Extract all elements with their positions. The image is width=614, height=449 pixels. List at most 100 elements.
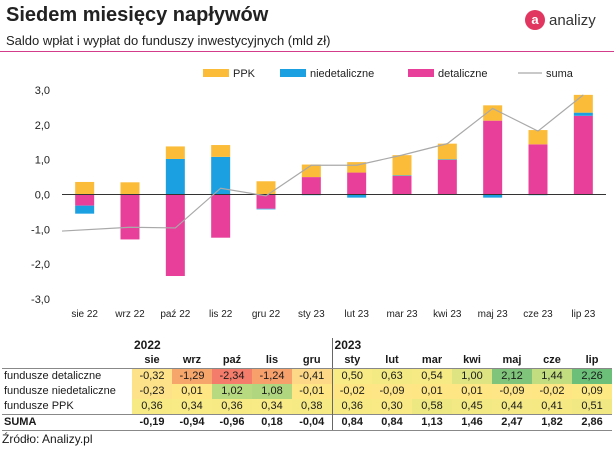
x-tick-label: cze 23 [523, 309, 553, 320]
bar-detaliczne-10 [528, 144, 548, 195]
sum-cell: 1,46 [452, 414, 493, 431]
x-tick-label: maj 23 [478, 309, 508, 320]
bar-detaliczne-9 [483, 120, 503, 195]
table-cell: 0,09 [572, 384, 613, 399]
header-divider [0, 51, 614, 52]
table-cell: -0,02 [532, 384, 573, 399]
y-tick-label: 3,0 [35, 85, 50, 97]
table-cell: 0,34 [252, 399, 292, 415]
table-cell: -2,34 [212, 368, 252, 384]
table-cell: 0,44 [492, 399, 533, 415]
bar-niedetaliczne-7 [392, 175, 412, 176]
y-tick-label: 1,0 [35, 155, 50, 167]
bar-niedetaliczne-0 [75, 205, 95, 214]
table-cell: 1,00 [452, 368, 493, 384]
sum-cell: 1,82 [532, 414, 573, 431]
x-tick-label: mar 23 [386, 309, 418, 320]
table-cell: 1,02 [212, 384, 252, 399]
bar-PPK-8 [437, 143, 457, 160]
table-cell: 0,01 [172, 384, 212, 399]
table-row: fundusze niedetaliczne -0,23 0,01 1,02 1,08-… [2, 384, 613, 399]
table-row: fundusze PPK 0,36 0,34 0,36 0,34 0,38 0,36 0,30… [2, 399, 613, 415]
table-cell: 0,45 [452, 399, 493, 415]
bar-detaliczne-8 [437, 159, 457, 195]
legend-label-1: niedetaliczne [310, 68, 374, 80]
table-corner [2, 353, 132, 369]
row-label: fundusze PPK [4, 400, 74, 412]
month-header: lut [372, 353, 413, 369]
page-subtitle: Saldo wpłat i wypłat do funduszy inwesty… [6, 33, 331, 48]
month-header: mar [412, 353, 453, 369]
month-header: lip [572, 353, 613, 369]
year-label: 2022 [134, 338, 161, 352]
year-label: 2023 [331, 338, 613, 353]
bar-PPK-6 [347, 162, 367, 173]
x-tick-label: lut 23 [344, 309, 369, 320]
x-tick-label: lis 22 [209, 309, 233, 320]
table-corner [2, 338, 132, 353]
bar-detaliczne-11 [573, 115, 593, 195]
table-cell: -1,24 [252, 368, 292, 384]
table-cell: 2,26 [572, 368, 613, 384]
legend-swatch-2 [408, 69, 434, 77]
month-header: sty [331, 353, 373, 369]
table-cell: 1,08 [252, 384, 292, 399]
bar-PPK-2 [165, 146, 185, 159]
table-row: fundusze detaliczne -0,32 -1,29 -2,34 -1,24-… [2, 368, 613, 384]
sum-line [61, 94, 584, 232]
month-header: kwi [452, 353, 493, 369]
table-cell: -0,32 [132, 368, 172, 384]
bar-niedetaliczne-4 [256, 208, 276, 210]
table-cell: 0,36 [132, 399, 172, 415]
bar-detaliczne-0 [75, 194, 95, 206]
sum-cell: 0,84 [331, 414, 373, 431]
table-cell: 0,36 [331, 399, 373, 415]
x-tick-label: paź 22 [160, 309, 190, 320]
table-cell: 0,63 [372, 368, 413, 384]
table-cell: 0,01 [412, 384, 453, 399]
brand-logo[interactable]: a analizy [525, 10, 596, 30]
month-header: wrz [172, 353, 212, 369]
bar-PPK-11 [573, 94, 593, 113]
bar-niedetaliczne-3 [211, 156, 231, 195]
legend-swatch-0 [203, 69, 229, 77]
month-header: maj [492, 353, 533, 369]
table-cell: 0,51 [572, 399, 613, 415]
source-note: Źródło: Analizy.pl [2, 432, 93, 446]
bar-detaliczne-2 [165, 194, 185, 277]
legend-swatch-1 [280, 69, 306, 77]
month-header: sie [132, 353, 172, 369]
table-cell: 0,30 [372, 399, 413, 415]
y-tick-label: -3,0 [31, 294, 50, 306]
legend-label-2: detaliczne [438, 68, 488, 80]
table-cell: 1,44 [532, 368, 573, 384]
bar-PPK-7 [392, 155, 412, 176]
sum-cell: -0,96 [212, 414, 252, 431]
bar-niedetaliczne-8 [437, 159, 457, 160]
x-tick-label: sie 22 [71, 309, 98, 320]
bar-PPK-5 [301, 164, 321, 178]
y-tick-label: 0,0 [35, 190, 50, 202]
month-header: paź [212, 353, 252, 369]
table-cell: 0,58 [412, 399, 453, 415]
sum-cell: -0,19 [132, 414, 172, 431]
month-header: lis [252, 353, 292, 369]
legend-label-line: suma [546, 68, 574, 80]
bar-niedetaliczne-11 [573, 112, 593, 116]
table-sum-row: SUMA -0,19 -0,94 -0,96 0,18 -0,04 0,84 0,84 1,13… [2, 414, 613, 431]
bar-PPK-4 [256, 181, 276, 195]
y-tick-label: 2,0 [35, 120, 50, 132]
x-tick-label: lip 23 [571, 309, 595, 320]
sum-cell: 2,47 [492, 414, 533, 431]
table-cell: 0,34 [172, 399, 212, 415]
table-cell: 0,01 [452, 384, 493, 399]
x-tick-label: kwi 23 [433, 309, 462, 320]
row-label: SUMA [2, 414, 132, 431]
sum-cell: -0,04 [292, 414, 333, 431]
table-cell: 0,54 [412, 368, 453, 384]
legend-label-0: PPK [233, 68, 256, 80]
bar-detaliczne-6 [347, 172, 367, 195]
bar-niedetaliczne-6 [347, 194, 367, 198]
logo-icon: a [525, 10, 545, 30]
bar-detaliczne-5 [301, 177, 321, 195]
